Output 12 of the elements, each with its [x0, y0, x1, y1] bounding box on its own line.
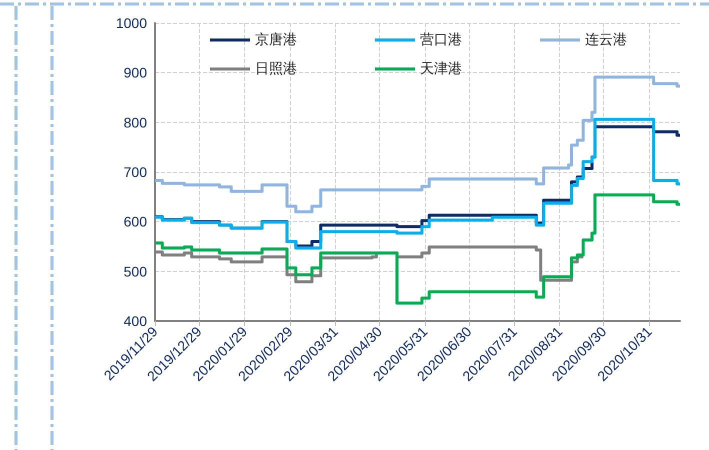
y-tick-label: 600 — [124, 214, 148, 230]
y-tick-label: 1000 — [116, 15, 148, 31]
y-tick-label: 800 — [124, 114, 148, 130]
legend-label: 连云港 — [585, 32, 627, 48]
legend-label: 日照港 — [255, 61, 297, 77]
y-tick-label: 900 — [124, 64, 148, 81]
legend-label: 京唐港 — [255, 32, 297, 48]
legend-label: 天津港 — [420, 61, 462, 77]
y-tick-label: 400 — [124, 313, 148, 329]
legend-label: 营口港 — [420, 32, 462, 48]
y-tick-label: 700 — [124, 164, 148, 180]
y-tick-label: 500 — [124, 263, 148, 280]
